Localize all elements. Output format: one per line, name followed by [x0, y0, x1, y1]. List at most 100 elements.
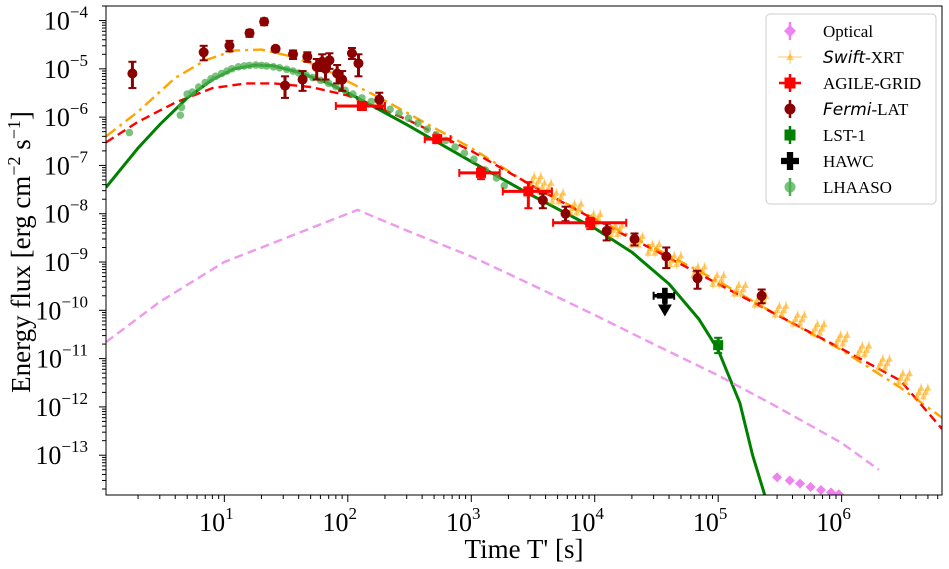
swift-xrt-point-19-tri-2 — [899, 369, 907, 377]
swift-xrt-point-11 — [730, 280, 749, 299]
x-tick-label-base-4: 10 — [693, 508, 719, 537]
swift-xrt-point-1-tri-2 — [540, 179, 548, 186]
y-tick-label-base-0: 10 — [35, 441, 61, 470]
fermi-lat-point-22 — [629, 233, 640, 244]
swift-xrt-point-18-tri-0 — [874, 364, 882, 371]
swift-xrt-point-20-tri-1 — [915, 388, 923, 396]
y-tick-label-exp-3: −10 — [61, 292, 88, 311]
fermi-lat-point-21 — [601, 225, 612, 236]
legend-lst-1-label: LST-1 — [823, 126, 866, 145]
legend-fermi-lat-label-rest: -LAT — [872, 100, 909, 119]
agile-grid-point-0 — [356, 101, 367, 112]
lhaaso-point-42 — [470, 155, 478, 163]
optical-point-6 — [833, 489, 844, 495]
fermi-lat-point-19 — [537, 195, 548, 206]
swift-xrt-point-11-tri-4 — [739, 285, 747, 293]
swift-xrt-point-16-tri-1 — [834, 335, 842, 343]
swift-xrt-point-20 — [913, 383, 932, 402]
model-curve-dashed-3 — [106, 208, 880, 471]
y-tick-label-base-8: 10 — [44, 55, 70, 84]
y-tick-label-base-9: 10 — [44, 7, 70, 36]
swift-xrt-point-8-tri-1 — [668, 256, 676, 263]
swift-xrt-point-7-tri-2 — [649, 240, 657, 248]
swift-xrt-point-5-tri-0 — [607, 230, 615, 238]
lhaaso-point-0 — [125, 128, 134, 137]
x-tick-label-exp-5: 6 — [842, 504, 851, 523]
swift-xrt-point-8-tri-2 — [670, 252, 678, 259]
fermi-lat-point-0 — [127, 68, 138, 79]
swift-xrt-point-8-tri-3 — [672, 260, 680, 268]
x-tick-label-2: 103 — [446, 504, 481, 537]
y-tick-label-3: 10−10 — [35, 292, 88, 325]
lhaaso-point-35 — [404, 114, 413, 123]
swift-xrt-point-16-tri-3 — [839, 340, 847, 347]
swift-xrt-point-19 — [894, 368, 914, 387]
swift-xrt-point-14-tri-3 — [796, 320, 804, 327]
lhaaso-point-19 — [275, 64, 284, 72]
fermi-lat-point-1 — [198, 47, 209, 58]
y-tick-label-exp-7: −6 — [70, 99, 88, 118]
legend-agile-grid-label: AGILE-GRID — [823, 74, 921, 93]
y-tick-label-base-6: 10 — [44, 151, 70, 180]
swift-xrt-point-13-tri-3 — [778, 311, 786, 318]
legend-entry-hawc: HAWC — [781, 152, 874, 171]
swift-xrt-point-11-tri-3 — [737, 290, 745, 297]
y-tick-label-exp-1: −12 — [61, 389, 88, 408]
y-tick-label-base-4: 10 — [44, 248, 70, 277]
lhaaso-point-6 — [201, 78, 210, 87]
legend-lhaaso-marker — [784, 181, 796, 193]
x-tick-label-exp-2: 3 — [472, 504, 481, 523]
y-tick-label-exp-5: −8 — [70, 196, 88, 215]
swift-xrt-point-15 — [809, 319, 828, 338]
lhaaso-point-27 — [332, 82, 340, 91]
y-tick-label-6: 10−7 — [44, 147, 89, 180]
x-tick-label-base-3: 10 — [569, 508, 595, 537]
swift-xrt-point-19-tri-1 — [897, 374, 905, 381]
agile-grid-point-3 — [523, 186, 534, 197]
swift-xrt-point-18-tri-1 — [877, 359, 885, 367]
lhaaso-point-8 — [211, 72, 220, 81]
swift-xrt-point-0-tri-4 — [535, 177, 543, 184]
lst-1-point-0 — [713, 340, 724, 351]
swift-xrt-point-8-tri-4 — [675, 256, 683, 263]
hawc-point-0-arrow-head — [657, 304, 672, 317]
swift-xrt-point-4-tri-5 — [596, 210, 604, 217]
swift-xrt-point-19-tri-3 — [901, 378, 909, 385]
lhaaso-point-1 — [176, 111, 185, 119]
y-tick-label-8: 10−5 — [44, 51, 88, 84]
fermi-lat-point-2 — [224, 40, 235, 51]
x-tick-label-base-0: 10 — [199, 508, 225, 537]
swift-xrt-point-3-tri-5 — [577, 200, 585, 207]
swift-xrt-point-17 — [854, 341, 873, 360]
y-tick-label-0: 10−13 — [35, 437, 88, 470]
swift-xrt-point-16-tri-5 — [843, 331, 851, 338]
swift-xrt-point-1-tri-5 — [547, 179, 555, 186]
swift-xrt-point-2-tri-3 — [555, 198, 563, 205]
lhaaso-point-2 — [177, 103, 186, 112]
swift-xrt-point-7-tri-0 — [644, 249, 652, 256]
swift-xrt-point-5-tri-4 — [616, 226, 624, 233]
lhaaso-point-37 — [423, 125, 432, 134]
y-axis-label: Energy flux [erg cm−2 s−1] — [4, 111, 36, 393]
legend-entry-lhaaso: LHAASO — [784, 178, 892, 197]
swift-xrt-point-9-tri-2 — [694, 263, 702, 270]
agile-grid-point-2 — [476, 167, 487, 178]
swift-xrt-point-7-tri-1 — [646, 245, 654, 252]
data-points — [125, 16, 932, 495]
agile-grid-point-4 — [585, 217, 596, 228]
y-tick-label-base-7: 10 — [44, 103, 70, 132]
swift-xrt-point-2-tri-1 — [550, 193, 558, 200]
lhaaso-point-5 — [194, 83, 203, 91]
swift-xrt-point-8 — [666, 250, 685, 270]
y-tick-label-base-5: 10 — [44, 200, 70, 229]
legend-swift-xrt-marker — [786, 53, 794, 61]
swift-xrt-point-17-tri-2 — [858, 342, 866, 349]
swift-xrt-point-10-tri-0 — [709, 280, 717, 287]
swift-xrt-point-10-tri-5 — [720, 271, 728, 279]
swift-xrt-point-5-tri-5 — [618, 222, 626, 229]
legend-swift-xrt-label: Swift-XRT — [823, 48, 904, 68]
x-tick-label-4: 105 — [693, 504, 728, 537]
swift-xrt-point-10-tri-1 — [711, 276, 719, 283]
lhaaso-point-14 — [245, 61, 254, 70]
swift-xrt-point-7-tri-4 — [653, 245, 661, 252]
